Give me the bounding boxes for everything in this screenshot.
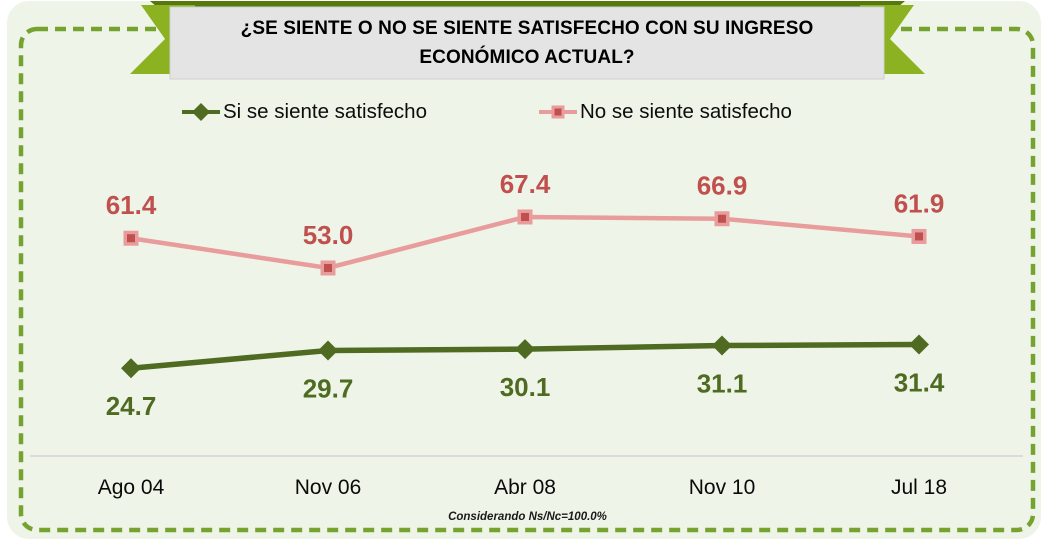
chart-title: ¿SE SIENTE O NO SE SIENTE SATISFECHO CON…	[178, 8, 876, 79]
legend-label-satisfied: Si se siente satisfecho	[223, 100, 427, 123]
banner-plate	[169, 6, 885, 80]
data-point-marker-core	[521, 212, 529, 221]
data-point-marker-core	[127, 234, 135, 243]
data-point-marker	[515, 339, 535, 360]
panel-background	[7, 1, 1041, 539]
data-value-label: 24.7	[106, 391, 157, 421]
legend: Si se siente satisfecho No se siente sat…	[0, 99, 1055, 129]
data-point-marker	[318, 340, 338, 361]
data-value-label: 61.4	[106, 190, 157, 220]
series-line-square	[130, 214, 920, 271]
data-value-label: 53.0	[303, 220, 354, 250]
chart-title-text: ¿SE SIENTE O NO SE SIENTE SATISFECHO CON…	[240, 18, 814, 68]
data-value-label: 31.1	[697, 369, 748, 399]
legend-label-not-satisfied: No se siente satisfecho	[580, 100, 792, 123]
data-value-label: 30.1	[500, 372, 551, 402]
legend-marker-square-icon	[539, 105, 577, 119]
data-value-label: 66.9	[697, 171, 748, 201]
x-axis-label: Nov 10	[689, 476, 756, 499]
data-value-label: 31.4	[894, 367, 945, 397]
data-value-label: 67.4	[500, 169, 551, 199]
data-value-label: 29.7	[303, 374, 354, 404]
legend-item-not-satisfied: No se siente satisfecho	[538, 99, 792, 125]
x-axis-label: Ago 04	[98, 476, 165, 499]
data-point-marker	[712, 335, 732, 356]
data-point-marker	[121, 358, 141, 379]
data-value-label: 61.9	[894, 188, 945, 218]
data-point-marker-core	[324, 263, 332, 272]
title-ribbon	[130, 1, 925, 80]
x-axis-label: Nov 06	[295, 476, 362, 499]
footnote: Considerando Ns/Nc=100.0%	[448, 511, 607, 523]
data-point-marker-core	[718, 214, 726, 223]
legend-item-satisfied: Si se siente satisfecho	[181, 99, 427, 125]
legend-marker-diamond-icon	[182, 103, 220, 121]
data-point-marker	[909, 334, 929, 355]
x-axis-label: Abr 08	[494, 476, 556, 499]
data-point-marker-core	[915, 232, 923, 241]
x-axis-label: Jul 18	[891, 476, 947, 499]
